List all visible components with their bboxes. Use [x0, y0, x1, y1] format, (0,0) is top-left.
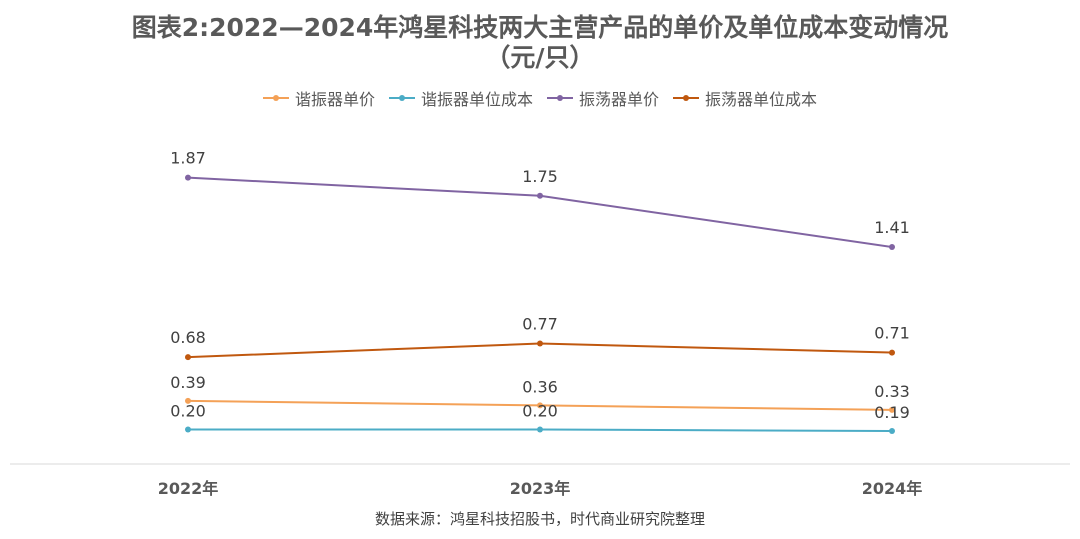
data-point: [185, 354, 191, 361]
data-label: 1.75: [522, 167, 558, 186]
data-point: [537, 192, 543, 199]
data-point: [185, 174, 191, 181]
legend-marker: [673, 95, 700, 101]
legend-marker: [547, 95, 573, 101]
data-label: 0.36: [522, 377, 558, 396]
legend-marker: [262, 95, 289, 101]
data-point: [185, 397, 191, 404]
data-label: 1.41: [874, 218, 910, 237]
legend-label: 振荡器单位成本: [705, 90, 818, 109]
data-point: [537, 426, 543, 433]
series-line: [187, 176, 893, 249]
data-label: 0.33: [874, 382, 910, 401]
legend-label: 谐振器单位成本: [420, 90, 533, 109]
data-point: [537, 340, 543, 347]
data-label: 0.20: [522, 402, 558, 421]
x-tick-label: 2024年: [862, 479, 923, 498]
data-point: [889, 349, 895, 356]
legend-item: 振荡器单位成本: [673, 86, 817, 110]
legend-marker: [388, 95, 415, 101]
x-tick-label: 2022年: [158, 479, 219, 498]
x-tick-label: 2023年: [510, 479, 571, 498]
data-label: 0.77: [522, 315, 558, 334]
data-point: [889, 406, 895, 413]
legend-label: 谐振器单价: [294, 90, 375, 109]
data-label: 1.87: [170, 149, 206, 168]
legend-label: 振荡器单价: [579, 90, 660, 109]
data-point: [889, 428, 895, 435]
legend: 谐振器单价 谐振器单位成本 振荡器单价 振荡器单位成本: [0, 86, 1080, 110]
chart-title: 图表2:2022—2024年鸿星科技两大主营产品的单价及单位成本变动情况: [131, 13, 949, 42]
data-point: [537, 402, 543, 409]
data-label: 0.20: [170, 402, 206, 421]
legend-item: 谐振器单位成本: [388, 86, 533, 110]
data-label: 0.68: [170, 328, 206, 347]
legend-item: 振荡器单价: [547, 86, 659, 110]
data-label: 0.39: [170, 373, 206, 392]
source-note: 数据来源：鸿星科技招股书，时代商业研究院整理: [374, 510, 705, 528]
data-point: [889, 244, 895, 251]
legend-item: 谐振器单价: [262, 86, 375, 110]
chart-title-unit: （元/只）: [485, 43, 595, 72]
data-label: 0.71: [874, 324, 910, 343]
data-point: [185, 426, 191, 433]
data-label: 0.19: [874, 403, 910, 422]
